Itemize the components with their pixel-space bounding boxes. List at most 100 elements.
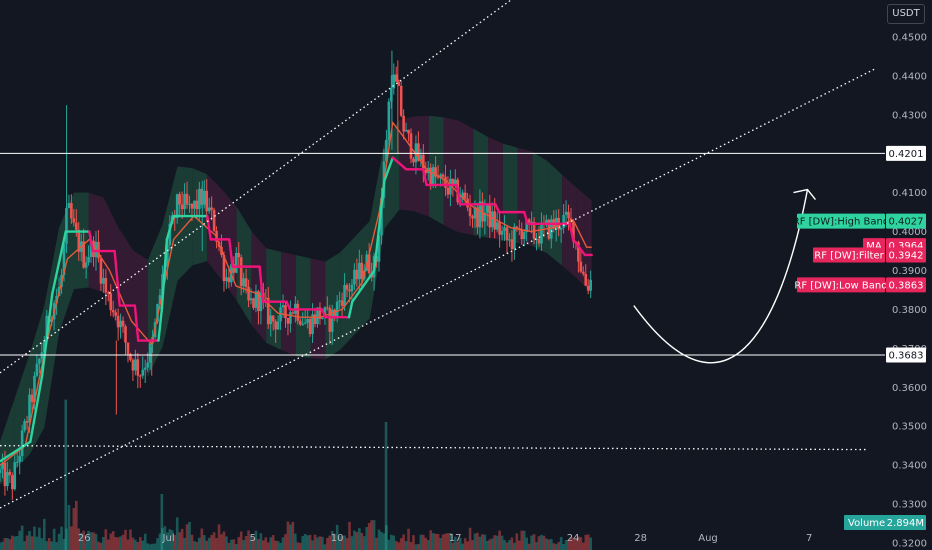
candle [13, 450, 17, 491]
volume-bar [178, 532, 181, 550]
volume-bar [161, 528, 164, 550]
volume-bar [471, 540, 474, 550]
candle [584, 264, 588, 286]
volume-bar [439, 538, 442, 550]
volume-bar [124, 529, 127, 550]
volume-bar [303, 533, 307, 550]
volume-bar [308, 534, 312, 550]
volume-bar [106, 539, 110, 550]
volume-bar [362, 536, 366, 550]
volume-bar [45, 541, 49, 550]
price-tick-label: 0.3200 [892, 538, 927, 549]
candle [530, 211, 533, 234]
range-filter-segment [133, 304, 140, 342]
candle [207, 197, 211, 215]
volume-bar [518, 540, 521, 550]
candle [254, 284, 258, 313]
range-filter-segment [494, 203, 501, 214]
candle [102, 268, 105, 293]
volume-bar [28, 531, 31, 550]
range-filter-segment [113, 249, 121, 307]
dotted-trendline[interactable] [0, 67, 877, 509]
volume-bar [372, 520, 376, 550]
volume-bar [535, 542, 538, 550]
volume-bar [151, 543, 154, 550]
volume-bar [109, 533, 113, 550]
time-axis[interactable]: 26 Jul 5 10 17 24 28 Aug 7 [78, 533, 812, 544]
volume-bar [508, 540, 511, 550]
volume-bar [207, 537, 211, 550]
volume-bar [23, 541, 26, 550]
candle [422, 144, 425, 183]
candle [318, 302, 322, 325]
volume-bar [202, 534, 206, 550]
volume-bar [102, 537, 105, 550]
candle [6, 461, 9, 491]
volume-bar [198, 537, 201, 550]
candle [399, 80, 403, 118]
date-tick-label: Jul [162, 533, 175, 544]
volume-bar [257, 539, 260, 550]
range-filter-segment [258, 265, 265, 303]
volume-bar [262, 540, 265, 550]
volume-bar [276, 541, 280, 550]
volume-bar [481, 534, 484, 550]
candle [70, 194, 73, 224]
volume-bar [15, 536, 19, 550]
currency-label: USDT [892, 8, 920, 19]
candle [274, 319, 277, 343]
indicator-label: RF [DW]:High Band 0.4027 [793, 213, 926, 229]
candle [340, 292, 344, 318]
candle [234, 247, 238, 274]
volume-bar [173, 534, 177, 550]
candle [581, 266, 585, 277]
candle [513, 223, 516, 260]
candle [478, 189, 482, 239]
volume-bar [358, 528, 361, 550]
volume-bar [294, 533, 297, 550]
candle [510, 230, 514, 262]
volume-bar [296, 542, 300, 550]
volume-bar [232, 539, 236, 550]
drawings[interactable] [0, 0, 885, 509]
range-filter-segment [157, 308, 164, 342]
candle [141, 356, 145, 379]
volume-bar [562, 543, 565, 550]
price-tick-label: 0.4000 [892, 227, 927, 238]
band-segment [118, 227, 134, 362]
volume-bar [407, 528, 410, 550]
volume-bar [70, 526, 73, 550]
svg-text:0.3863: 0.3863 [889, 280, 924, 291]
volume-bar [284, 534, 287, 550]
volume-bar [30, 536, 34, 550]
svg-text:MA: MA [866, 241, 882, 252]
volume-bar [84, 540, 88, 550]
volume-bar [552, 543, 556, 550]
volume-bar [436, 533, 440, 550]
volume-bar [247, 530, 250, 550]
volume-bar [500, 535, 504, 550]
candle [72, 209, 76, 227]
volume-bar [515, 533, 519, 550]
volume-bar [8, 539, 12, 550]
volume-bar [77, 528, 81, 550]
band-segment [295, 255, 311, 358]
volume-bar [234, 543, 238, 550]
candle [15, 451, 19, 468]
range-filter-segment [455, 183, 462, 206]
volume-bar [574, 539, 578, 550]
projection-curve[interactable] [633, 189, 809, 364]
volume-bar [449, 533, 452, 550]
range-filter-segment [88, 230, 94, 253]
volume-bar [82, 530, 85, 550]
volume-bar [429, 530, 432, 550]
volume-bar [264, 537, 268, 550]
price-tick-label: 0.3600 [892, 383, 927, 394]
currency-button[interactable]: USDT [887, 4, 925, 24]
candle [298, 318, 302, 326]
range-filter-segment [0, 440, 32, 463]
volume-bar [168, 529, 172, 550]
dotted-trendline[interactable] [0, 445, 869, 451]
